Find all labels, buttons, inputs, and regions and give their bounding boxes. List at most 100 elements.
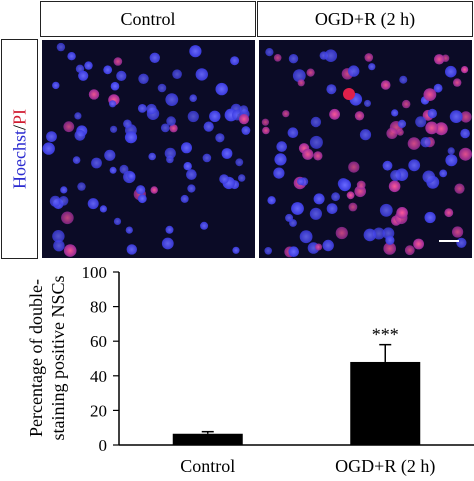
hoechst-cell	[219, 174, 229, 184]
header-ogdr-label: OGD+R (2 h)	[314, 8, 416, 29]
hoechst-cell	[183, 162, 192, 171]
hoechst-cell	[138, 73, 149, 84]
micrograph-ogdr-image	[261, 48, 472, 258]
hoechst-cell	[146, 103, 157, 115]
pi-positive-cell	[459, 147, 472, 161]
hoechst-cell	[165, 93, 179, 106]
pi-positive-cell	[348, 202, 358, 212]
hoechst-cell	[379, 203, 393, 217]
hoechst-cell	[297, 177, 305, 186]
hoechst-cell	[58, 196, 69, 206]
hoechst-cell	[157, 83, 167, 93]
hoechst-cell	[292, 69, 306, 83]
bar-chart: Percentage of double-staining positive N…	[26, 263, 474, 477]
y-tick-label: 60	[90, 332, 107, 351]
hoechst-cell	[46, 131, 57, 142]
pi-positive-cell	[434, 122, 448, 136]
bar-0	[172, 433, 243, 445]
hoechst-cell	[103, 65, 113, 75]
hoechst-cell	[433, 83, 443, 93]
hoechst-cell	[265, 48, 274, 57]
significance-label: ***	[372, 325, 399, 345]
hoechst-cell	[180, 194, 189, 203]
scale-bar	[439, 240, 459, 242]
hoechst-cell	[137, 194, 147, 204]
hoechst-cell	[313, 193, 325, 205]
hoechst-cell	[187, 110, 199, 123]
pi-positive-cell	[461, 66, 469, 74]
hoechst-cell	[215, 82, 228, 96]
hoechst-cell	[288, 54, 299, 64]
hoechst-cell	[67, 52, 76, 61]
hoechst-cell	[113, 217, 122, 225]
hoechst-cell	[424, 211, 436, 224]
pi-positive-cell	[88, 89, 100, 100]
hoechst-cell	[137, 104, 147, 113]
hoechst-cell	[187, 184, 196, 193]
hoechst-cell	[186, 169, 197, 180]
hoechst-cell	[391, 109, 399, 117]
pi-positive-cell	[313, 151, 323, 161]
hoechst-cell	[322, 239, 334, 252]
pi-positive-cell	[425, 121, 439, 135]
hoechst-cell	[161, 237, 174, 250]
x-tick-label: Control	[180, 456, 235, 476]
hoechst-cell	[165, 225, 174, 234]
pi-positive-cell	[407, 137, 421, 150]
pi-positive-cell	[388, 180, 401, 193]
hoechst-cell	[91, 157, 102, 169]
hoechst-cell	[239, 105, 249, 114]
hoechst-cell	[166, 116, 176, 126]
hoechst-cell	[439, 169, 448, 178]
hoechst-cell	[74, 112, 82, 120]
micrograph-control-image	[42, 42, 251, 257]
hoechst-cell	[291, 202, 304, 215]
hoechst-cell	[109, 100, 117, 108]
y-tick-label: 20	[90, 401, 107, 420]
row-label-box: Hoechst/PI	[1, 39, 38, 259]
hoechst-cell	[203, 121, 214, 132]
pi-positive-cell	[261, 118, 269, 126]
hoechst-cell	[195, 68, 208, 81]
hoechst-cell	[125, 131, 138, 144]
hoechst-cell	[447, 147, 455, 155]
y-tick-label: 80	[90, 298, 107, 317]
hoechst-cell	[78, 70, 89, 81]
y-axis-title: Percentage of double-staining positive N…	[26, 275, 68, 440]
pi-positive-cell	[348, 161, 360, 173]
hoechst-cell	[235, 158, 244, 167]
y-axis-label: Percentage of double-staining positive N…	[26, 275, 68, 440]
pi-positive-cell	[396, 207, 408, 219]
hoechst-cell	[238, 174, 246, 182]
pi-positive-cell	[306, 68, 315, 77]
micrograph-control	[42, 40, 255, 258]
pi-positive-cell	[302, 148, 314, 160]
cells	[261, 48, 472, 258]
hoechst-cell	[363, 228, 377, 242]
x-tick-label: OGD+R (2 h)	[335, 456, 435, 477]
pi-positive-cell	[63, 244, 77, 257]
hoechst-cell	[267, 196, 276, 205]
pi-positive-cell	[238, 114, 250, 125]
pi-positive-cell	[364, 53, 374, 62]
hoechst-cell	[415, 116, 427, 128]
hoechst-cell	[56, 42, 66, 52]
bars: ***	[172, 325, 421, 445]
y-tick-label: 0	[99, 436, 108, 455]
hoechst-cell	[87, 198, 99, 210]
pi-positive-cell	[356, 180, 366, 190]
row-label: Hoechst/PI	[9, 109, 30, 189]
hoechst-cell	[172, 69, 182, 79]
pi-positive-cell	[423, 88, 437, 101]
hoechst-cell	[52, 230, 65, 243]
pi-positive-cell	[380, 80, 391, 90]
pi-positive-cell	[262, 126, 270, 135]
pi-positive-cell	[444, 208, 454, 218]
hoechst-cell	[241, 126, 251, 135]
pi-positive-cell	[452, 226, 464, 238]
hoechst-cell	[148, 152, 156, 161]
hoechst-cell	[420, 137, 431, 148]
hoechst-cell	[189, 45, 202, 58]
hoechst-cell	[77, 182, 86, 191]
hoechst-cell	[49, 195, 61, 207]
